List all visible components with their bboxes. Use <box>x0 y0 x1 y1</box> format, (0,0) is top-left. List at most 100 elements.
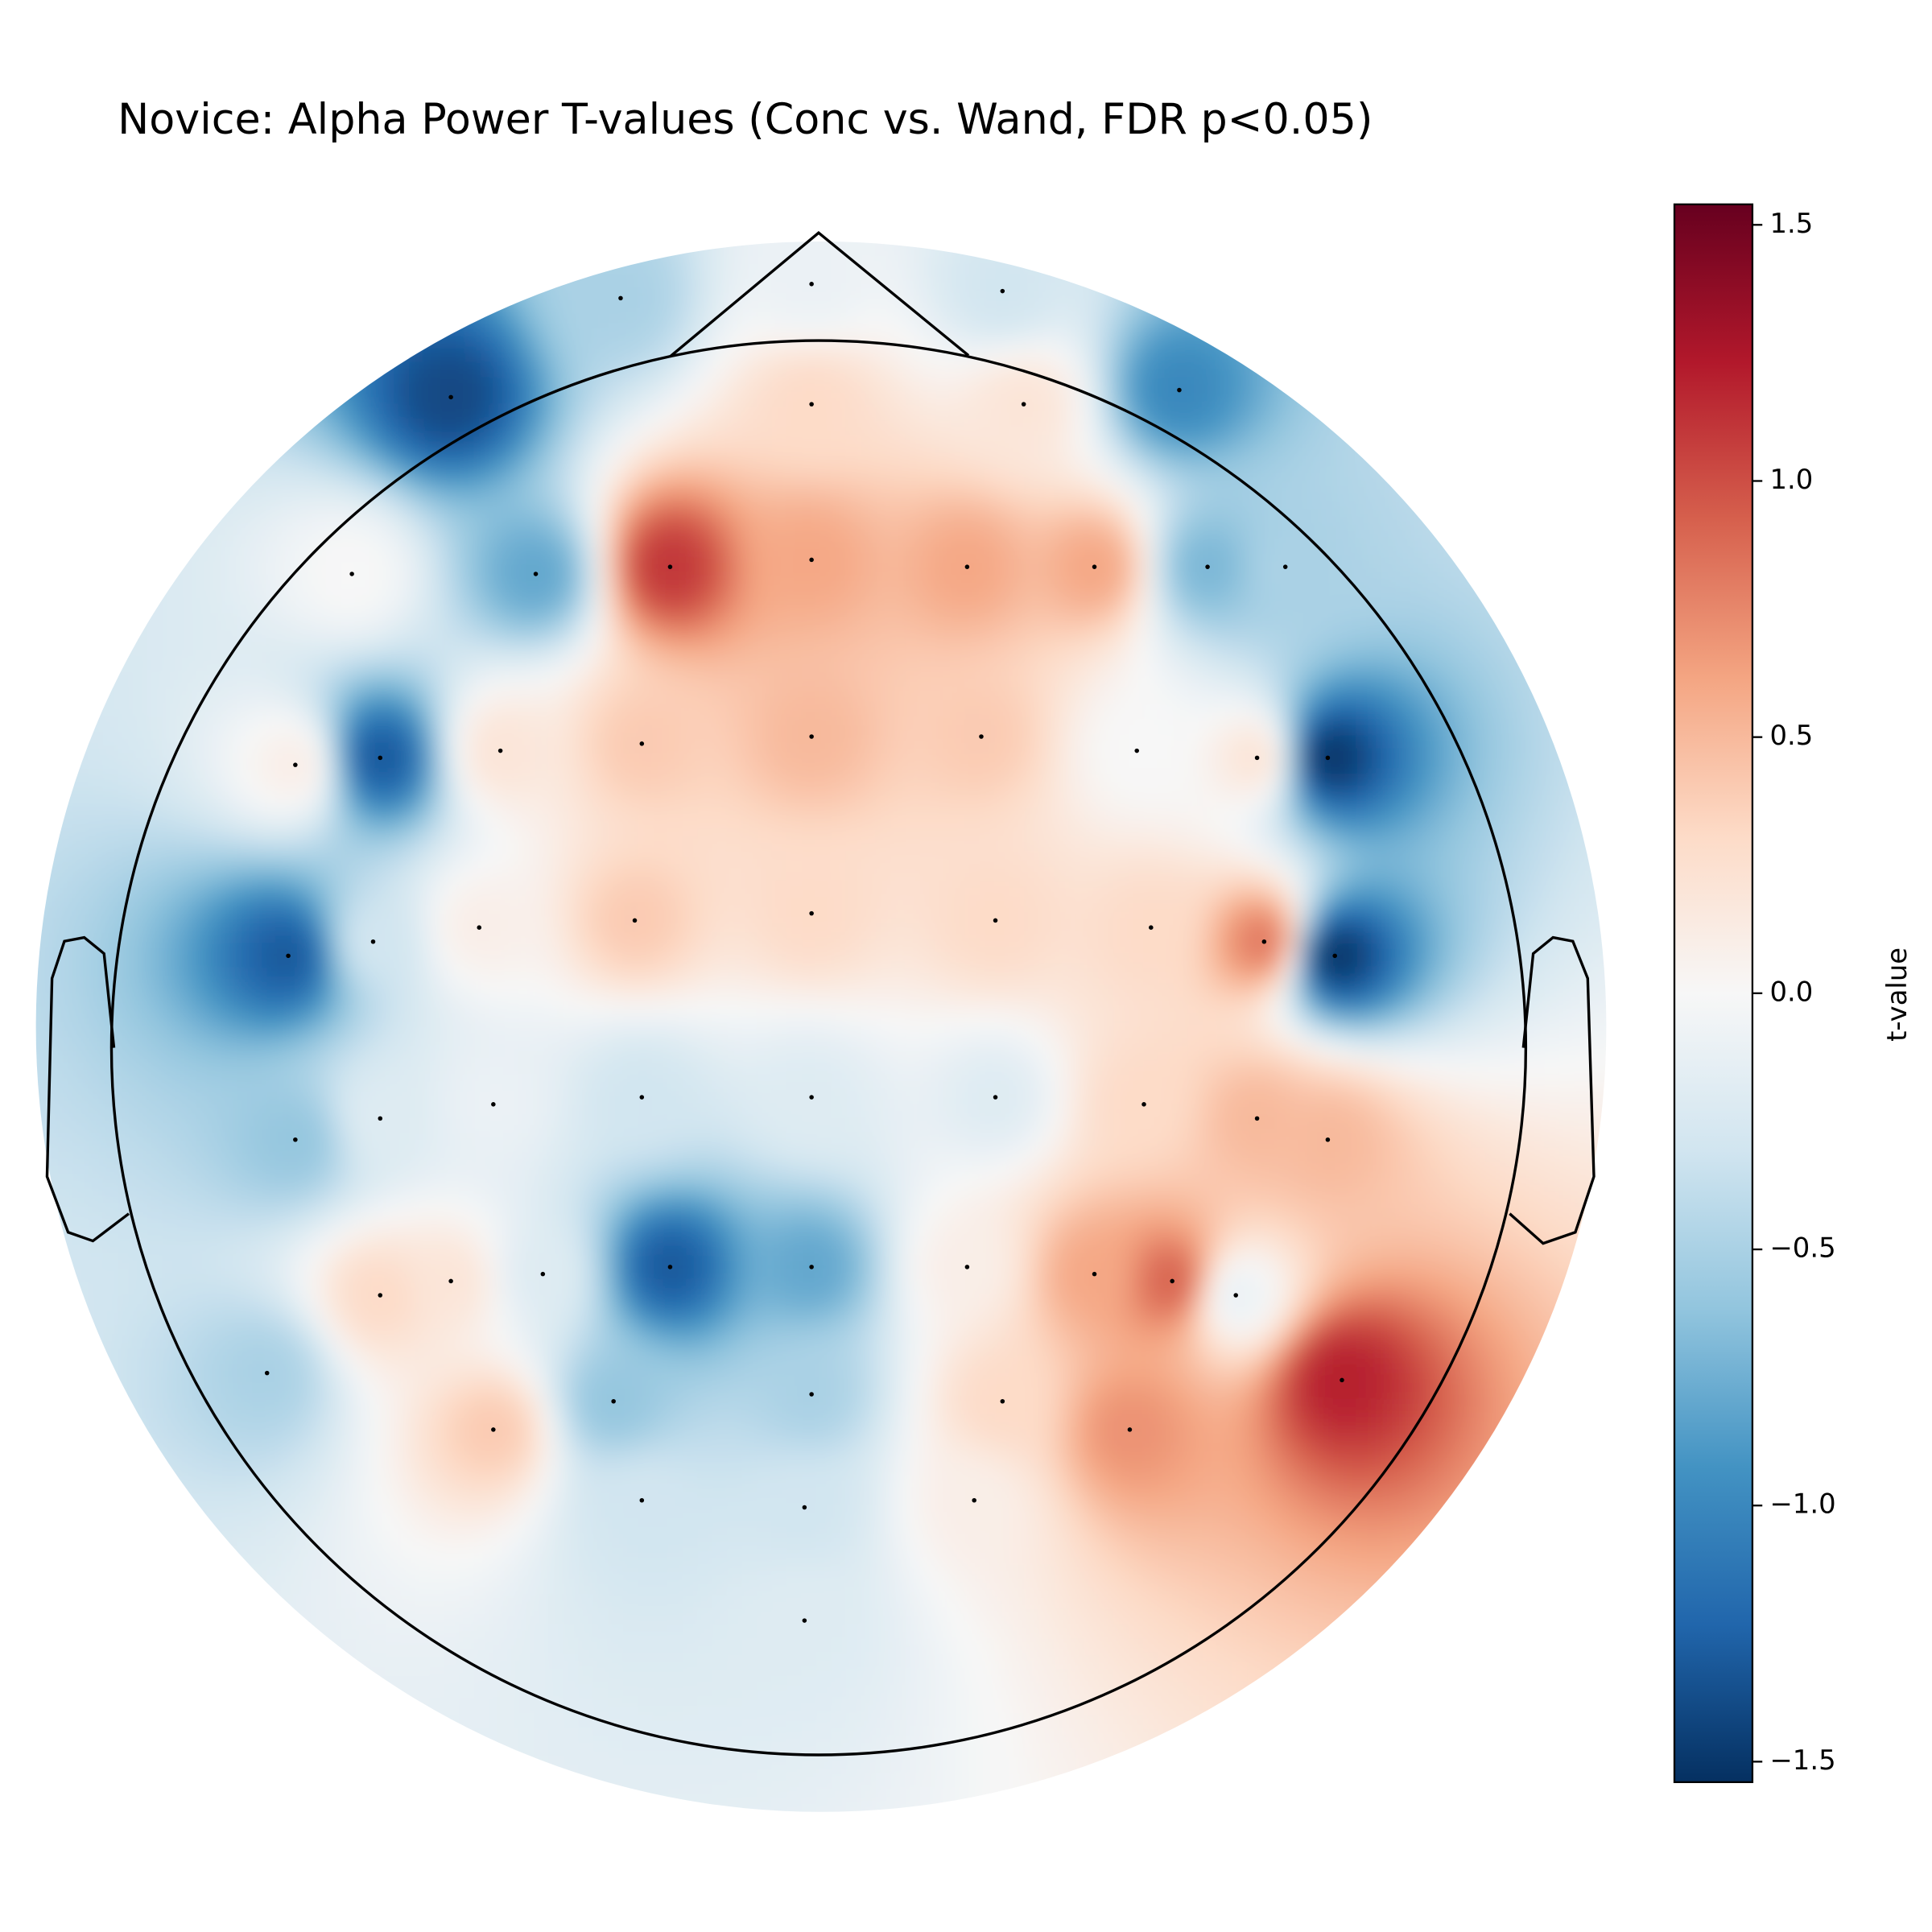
interp-cell <box>778 613 795 629</box>
interp-cell <box>139 732 156 748</box>
interp-cell <box>332 493 349 510</box>
interp-cell <box>972 702 989 718</box>
interp-cell <box>1195 419 1211 436</box>
interp-cell <box>1314 598 1330 614</box>
interp-cell <box>972 212 988 227</box>
interp-cell <box>615 598 631 614</box>
interp-cell <box>1240 419 1256 436</box>
interp-cell <box>1165 895 1182 911</box>
interp-cell <box>927 865 943 881</box>
interp-cell <box>1180 850 1196 867</box>
interp-cell <box>1328 405 1345 421</box>
interp-cell <box>422 732 438 748</box>
interp-cell <box>1269 985 1286 1001</box>
interp-cell <box>1091 806 1107 822</box>
interp-cell <box>749 821 766 837</box>
interp-cell <box>1284 716 1300 733</box>
interp-cell <box>35 791 52 807</box>
interp-cell <box>496 895 513 911</box>
interp-cell <box>749 256 766 272</box>
interp-cell <box>1195 880 1211 897</box>
interp-cell <box>1537 762 1553 778</box>
interp-cell <box>1150 390 1166 406</box>
interp-cell <box>125 836 141 852</box>
interp-cell <box>1240 865 1256 881</box>
interp-cell <box>378 880 394 897</box>
interp-cell <box>764 286 780 302</box>
interp-cell <box>1031 435 1047 451</box>
interp-cell <box>824 850 840 867</box>
interp-cell <box>1521 925 1538 941</box>
interp-cell <box>244 449 260 465</box>
interp-cell <box>1581 821 1597 837</box>
interp-cell <box>898 479 914 495</box>
interp-cell <box>585 479 602 495</box>
interp-cell <box>511 969 527 985</box>
interp-cell <box>1447 925 1463 941</box>
interp-cell <box>1105 464 1122 481</box>
interp-cell <box>437 479 453 495</box>
interp-cell <box>125 642 141 658</box>
interp-cell <box>392 598 409 614</box>
interp-cell <box>481 880 497 897</box>
interp-cell <box>853 687 869 704</box>
interp-cell <box>1254 910 1270 927</box>
interp-cell <box>1150 345 1166 361</box>
interp-cell <box>496 642 513 658</box>
interp-cell <box>868 375 884 391</box>
interp-cell <box>1210 405 1226 421</box>
interp-cell <box>1269 702 1286 718</box>
interp-cell <box>318 375 334 391</box>
interp-cell <box>734 464 750 481</box>
interp-cell <box>1150 806 1166 822</box>
interp-cell <box>1017 776 1033 792</box>
interp-cell <box>1150 836 1166 852</box>
interp-cell <box>957 405 973 421</box>
interp-cell <box>987 568 1003 584</box>
interp-cell <box>1284 687 1300 704</box>
interp-cell <box>1105 375 1122 391</box>
interp-cell <box>1210 464 1226 481</box>
interp-cell <box>35 850 52 867</box>
interp-cell <box>555 405 572 421</box>
interp-cell <box>155 746 171 763</box>
interp-cell <box>675 628 691 644</box>
interp-cell <box>1031 642 1047 658</box>
interp-cell <box>972 836 989 852</box>
interp-cell <box>689 716 706 733</box>
interp-cell <box>1314 539 1330 555</box>
interp-cell <box>1373 628 1389 644</box>
interp-cell <box>868 806 884 822</box>
interp-cell <box>689 762 706 778</box>
interp-cell <box>1105 642 1122 658</box>
interp-cell <box>808 390 824 406</box>
interp-cell <box>630 939 646 956</box>
interp-cell <box>437 628 453 644</box>
interp-cell <box>392 955 409 971</box>
interp-cell <box>1358 464 1375 481</box>
interp-cell <box>1418 523 1434 540</box>
chart-title: Novice: Alpha Power T-values (Conc vs. W… <box>118 95 1373 144</box>
interp-cell <box>1284 806 1300 822</box>
interp-cell <box>912 316 929 332</box>
interp-cell <box>1061 1029 1077 1045</box>
interp-cell <box>496 390 513 406</box>
interp-cell <box>987 479 1003 495</box>
interp-cell <box>1507 613 1523 629</box>
interp-cell <box>778 702 795 718</box>
interp-cell <box>274 806 290 822</box>
interp-cell <box>303 939 320 956</box>
interp-cell <box>229 910 245 927</box>
interp-cell <box>407 791 423 807</box>
interp-cell <box>942 390 959 406</box>
interp-cell <box>65 716 81 733</box>
interp-cell <box>452 836 468 852</box>
interp-cell <box>452 955 468 971</box>
interp-cell <box>169 509 186 525</box>
interp-cell <box>1284 345 1300 361</box>
interp-cell <box>689 955 706 971</box>
interp-cell <box>139 880 156 897</box>
interp-cell <box>437 716 453 733</box>
interp-cell <box>868 583 884 599</box>
interp-cell <box>407 509 423 525</box>
